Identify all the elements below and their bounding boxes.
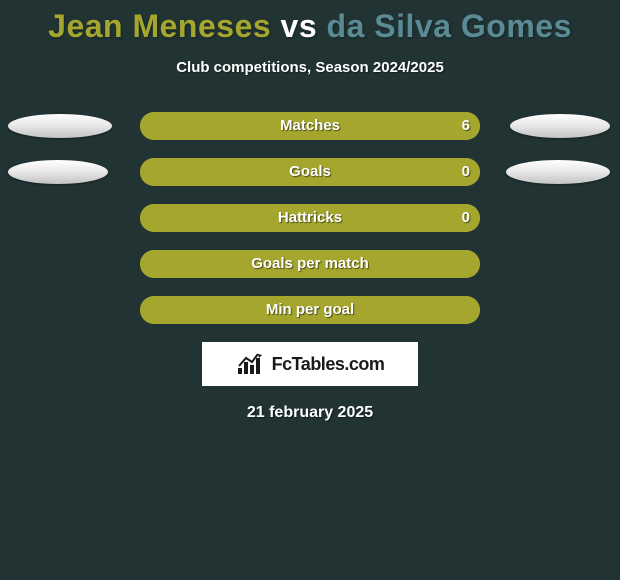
left-ellipse (8, 160, 108, 184)
logo-text: FcTables.com (272, 354, 385, 375)
stat-row: Goals0 (0, 158, 620, 186)
right-ellipse (506, 160, 610, 184)
subtitle: Club competitions, Season 2024/2025 (0, 59, 620, 76)
page-title: Jean Meneses vs da Silva Gomes (0, 0, 620, 45)
bar-fill (140, 250, 480, 278)
left-ellipse (8, 114, 112, 138)
title-player2: da Silva Gomes (327, 8, 572, 44)
date-text: 21 february 2025 (0, 404, 620, 422)
bar-track (140, 158, 480, 186)
stat-row: Hattricks0 (0, 204, 620, 232)
bar-track (140, 296, 480, 324)
logo-box: FcTables.com (202, 342, 418, 386)
stat-rows: Matches6 Goals0 Hattricks0 Goals per match M… (0, 112, 620, 324)
right-ellipse (510, 114, 610, 138)
bar-track (140, 250, 480, 278)
bar-track (140, 112, 480, 140)
bar-fill (140, 158, 480, 186)
bar-fill (140, 296, 480, 324)
bar-track (140, 204, 480, 232)
stat-row: Min per goal (0, 296, 620, 324)
title-vs: vs (281, 8, 318, 44)
bars-icon (236, 352, 266, 376)
bar-fill (140, 112, 480, 140)
bar-fill (140, 204, 480, 232)
title-player1: Jean Meneses (48, 8, 271, 44)
stat-row: Matches6 (0, 112, 620, 140)
stat-row: Goals per match (0, 250, 620, 278)
